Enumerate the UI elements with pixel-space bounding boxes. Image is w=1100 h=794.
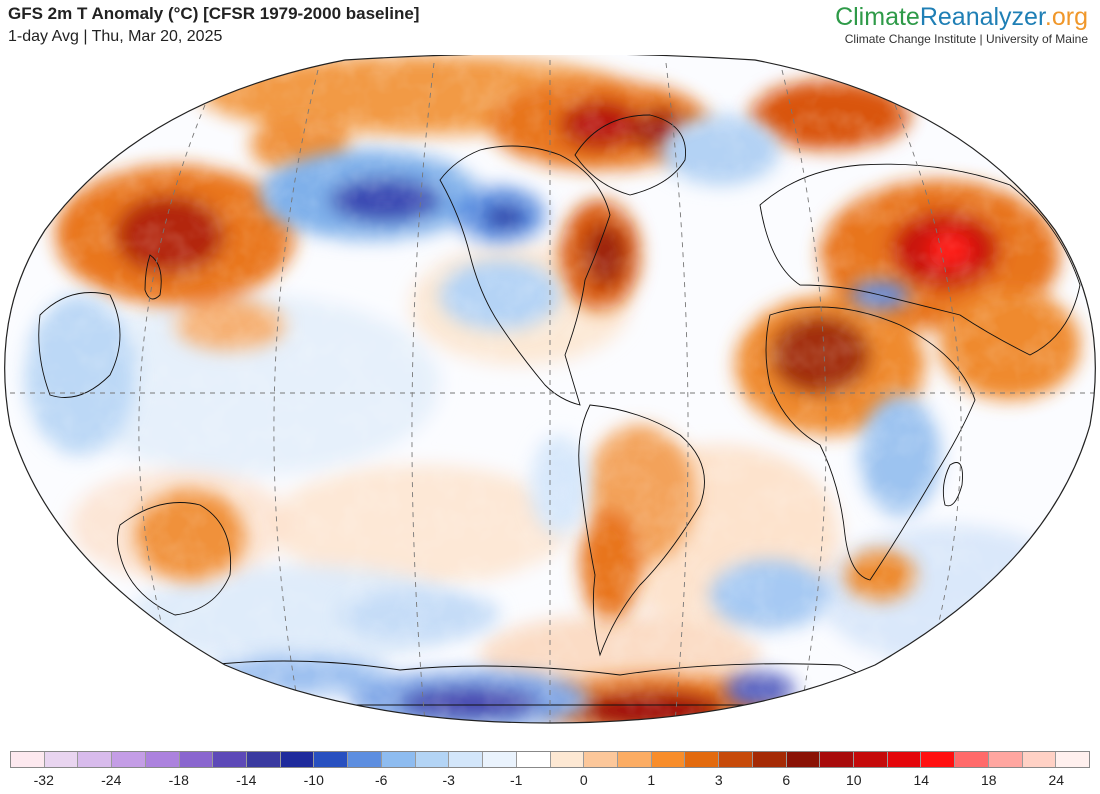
globe-outline	[4, 55, 1096, 724]
legend-tick-label: -1	[510, 772, 523, 788]
color-scale-legend	[10, 751, 1090, 768]
legend-swatch	[348, 752, 382, 767]
legend-swatch	[381, 752, 416, 767]
temperature-anomaly-map	[4, 55, 1096, 724]
legend-swatch	[1022, 752, 1057, 767]
legend-swatch	[314, 752, 349, 767]
legend-swatch	[988, 752, 1023, 767]
brand-logo-climate: Climate	[835, 3, 920, 31]
legend-swatch	[550, 752, 585, 767]
map-field	[4, 55, 1096, 723]
legend-swatch	[483, 752, 517, 767]
legend-swatch	[584, 752, 618, 767]
legend-swatch	[247, 752, 281, 767]
legend-swatch	[617, 752, 652, 767]
legend-tick-label: 0	[579, 772, 588, 788]
page-title: GFS 2m T Anomaly (°C) [CFSR 1979-2000 ba…	[8, 4, 420, 23]
brand-logo-org: .org	[1044, 3, 1088, 31]
graticule	[4, 60, 1096, 723]
legend-swatch	[78, 752, 113, 767]
page-subtitle: 1-day Avg | Thu, Mar 20, 2025	[8, 28, 223, 45]
legend-swatch	[213, 752, 248, 767]
brand-institution: Climate Change Institute | University of…	[844, 32, 1088, 46]
legend-swatch	[955, 752, 989, 767]
legend-swatch	[685, 752, 720, 767]
brand-logo-reanalyzer: Reanalyzer	[919, 3, 1045, 31]
legend-tick-label: 3	[714, 772, 723, 788]
brand-logo[interactable]: ClimateReanalyzer.org	[835, 2, 1088, 32]
legend-tick-label: -24	[101, 772, 122, 788]
legend-swatch	[719, 752, 753, 767]
coastlines	[38, 114, 1081, 706]
legend-swatch	[112, 752, 146, 767]
legend-tick-label: -10	[303, 772, 324, 788]
legend-tick-label: -6	[375, 772, 388, 788]
legend-tick-label: 6	[782, 772, 791, 788]
legend-swatch	[1056, 752, 1089, 767]
legend-tick-label: 10	[845, 772, 862, 788]
legend-swatch	[179, 752, 214, 767]
legend-swatch	[752, 752, 787, 767]
brand-block[interactable]: ClimateReanalyzer.org Climate Change Ins…	[835, 2, 1088, 46]
legend-swatch	[516, 752, 551, 767]
legend-swatch	[415, 752, 450, 767]
legend-tick-label: 18	[980, 772, 997, 788]
legend-tick-label: 24	[1048, 772, 1065, 788]
legend-swatch	[44, 752, 79, 767]
legend-swatch	[651, 752, 686, 767]
legend-tick-label: -32	[33, 772, 54, 788]
legend-swatch	[887, 752, 922, 767]
legend-swatch	[449, 752, 484, 767]
legend-tick-label: -14	[236, 772, 257, 788]
legend-tick-label: -3	[442, 772, 455, 788]
legend-tick-label: -18	[168, 772, 189, 788]
legend-swatch	[145, 752, 180, 767]
legend-swatch	[820, 752, 854, 767]
color-scale-labels: -32-24-18-14-10-6-3-101361014182432	[10, 772, 1090, 792]
legend-swatch	[786, 752, 821, 767]
legend-swatch	[280, 752, 315, 767]
legend-tick-label: 1	[647, 772, 656, 788]
legend-swatch	[853, 752, 888, 767]
legend-tick-label: 14	[913, 772, 930, 788]
legend-swatch	[11, 752, 45, 767]
legend-swatch	[921, 752, 956, 767]
